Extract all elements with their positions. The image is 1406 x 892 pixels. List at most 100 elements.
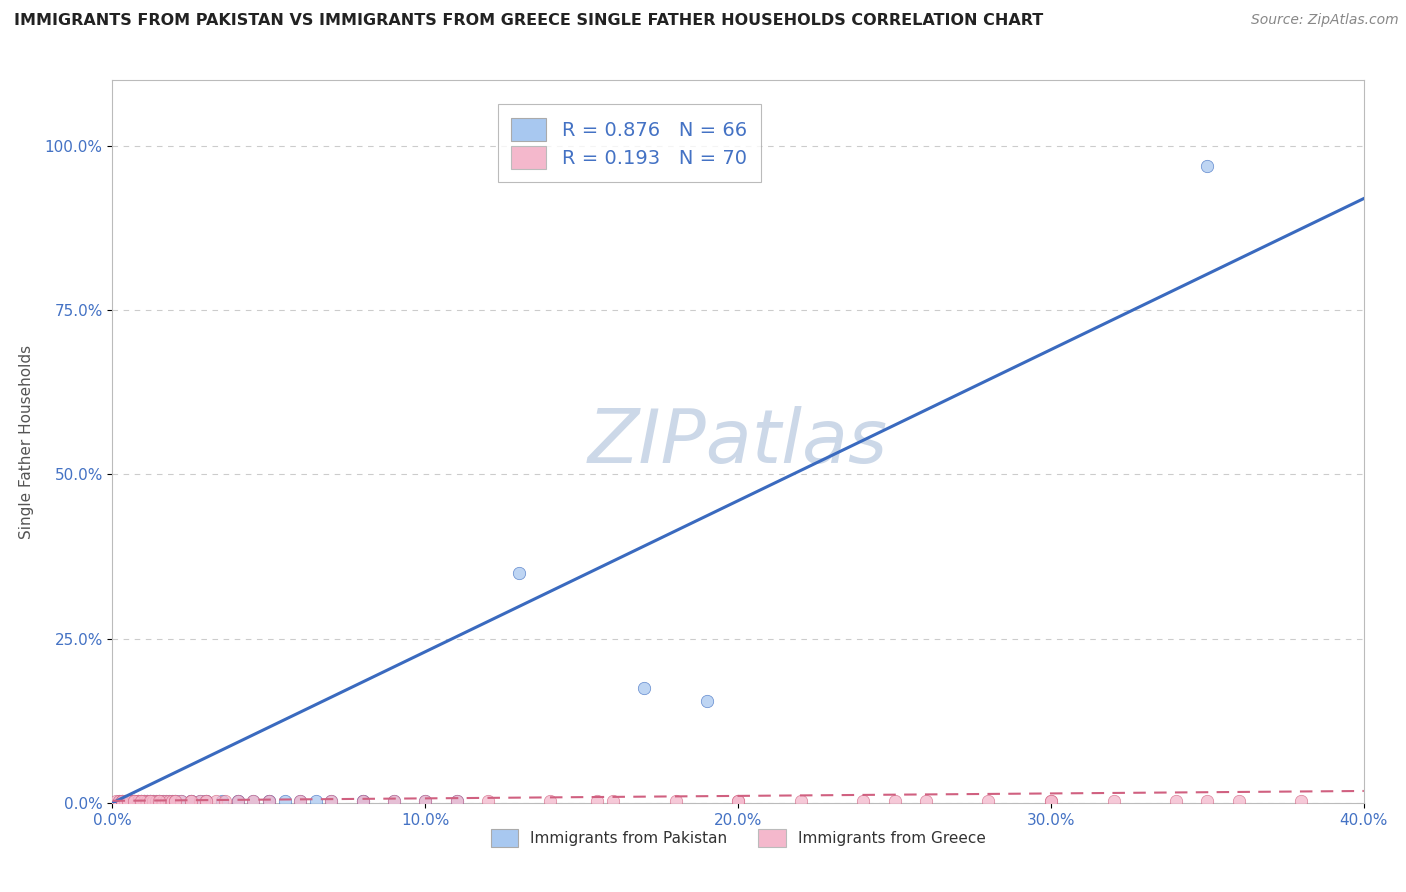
Point (111, 794, 134, 808)
Point (477, 794, 499, 808)
Point (352, 794, 374, 808)
Point (135, 795, 157, 809)
Point (195, 795, 218, 809)
Point (160, 794, 183, 808)
Point (180, 794, 202, 808)
Point (114, 794, 136, 808)
Point (117, 794, 139, 808)
Point (305, 794, 328, 808)
Point (124, 794, 146, 808)
Text: IMMIGRANTS FROM PAKISTAN VS IMMIGRANTS FROM GREECE SINGLE FATHER HOUSEHOLDS CORR: IMMIGRANTS FROM PAKISTAN VS IMMIGRANTS F… (14, 13, 1043, 29)
Point (257, 795, 280, 809)
Point (107, 794, 129, 808)
Point (180, 794, 202, 808)
Point (117, 794, 139, 808)
Point (152, 795, 174, 809)
Point (129, 794, 152, 808)
Point (127, 795, 149, 809)
Point (129, 795, 152, 809)
Point (135, 794, 157, 808)
Point (111, 794, 134, 808)
Point (148, 794, 170, 808)
Point (188, 794, 211, 808)
Point (195, 795, 218, 809)
Point (155, 794, 177, 808)
Point (155, 794, 177, 808)
Point (163, 795, 186, 809)
Point (152, 794, 174, 808)
Point (1166, 794, 1188, 808)
Point (446, 795, 468, 809)
Point (1227, 794, 1250, 808)
Point (129, 794, 152, 808)
Text: ZIPatlas: ZIPatlas (588, 406, 889, 477)
Point (633, 681, 655, 695)
Point (135, 794, 157, 808)
Point (163, 794, 186, 808)
Point (124, 794, 146, 808)
Point (1039, 794, 1063, 808)
Point (124, 795, 146, 809)
Point (415, 794, 437, 808)
Point (163, 794, 186, 808)
Point (145, 794, 167, 808)
Point (290, 794, 312, 808)
Point (120, 794, 142, 808)
Point (111, 794, 134, 808)
Point (132, 794, 155, 808)
Point (226, 795, 249, 809)
Point (111, 795, 134, 809)
Point (540, 794, 562, 808)
Point (132, 794, 155, 808)
Point (142, 795, 165, 809)
Point (226, 794, 249, 808)
Point (132, 794, 155, 808)
Point (180, 795, 202, 809)
Point (883, 794, 905, 808)
Legend: Immigrants from Pakistan, Immigrants from Greece: Immigrants from Pakistan, Immigrants fro… (485, 823, 991, 853)
Point (135, 795, 157, 809)
Point (214, 794, 236, 808)
Point (157, 795, 180, 809)
Point (124, 795, 146, 809)
Point (124, 794, 146, 808)
Point (290, 795, 312, 809)
Point (120, 794, 142, 808)
Point (127, 794, 149, 808)
Point (1102, 794, 1125, 808)
Point (226, 794, 249, 808)
Point (114, 795, 136, 809)
Point (157, 794, 180, 808)
Point (382, 794, 405, 808)
Point (242, 794, 264, 808)
Point (195, 794, 218, 808)
Point (120, 795, 142, 809)
Point (142, 794, 165, 808)
Point (915, 794, 938, 808)
Point (664, 794, 686, 808)
Point (111, 794, 134, 808)
Point (160, 794, 183, 808)
Point (148, 794, 170, 808)
Point (127, 795, 149, 809)
Point (163, 795, 186, 809)
Point (170, 794, 193, 808)
Point (195, 794, 218, 808)
Point (142, 794, 165, 808)
Point (114, 795, 136, 809)
Point (446, 794, 468, 808)
Point (321, 795, 343, 809)
Point (139, 795, 162, 809)
Point (790, 794, 813, 808)
Point (132, 794, 155, 808)
Point (321, 794, 343, 808)
Point (117, 794, 139, 808)
Point (127, 794, 149, 808)
Point (273, 794, 295, 808)
Point (415, 794, 437, 808)
Point (114, 794, 136, 808)
Point (127, 794, 149, 808)
Point (727, 794, 749, 808)
Point (602, 794, 624, 808)
Point (139, 794, 162, 808)
